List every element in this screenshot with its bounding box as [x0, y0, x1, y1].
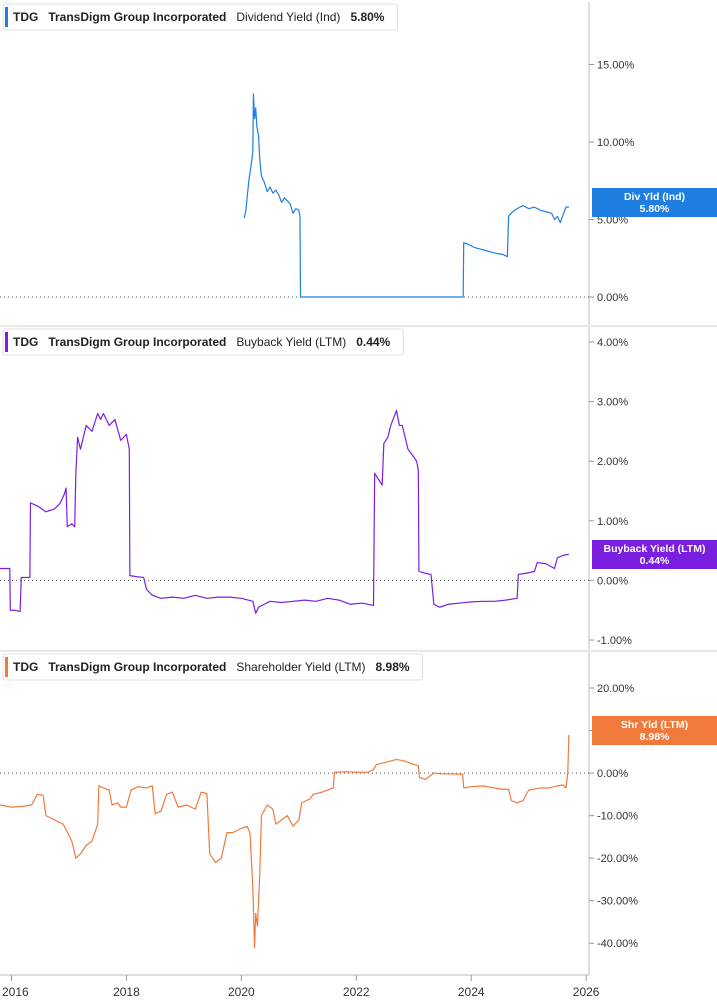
- legend-company: TransDigm Group Incorporated: [48, 660, 226, 674]
- y-tick-label: 0.00%: [597, 575, 628, 587]
- legend-value: 0.44%: [356, 335, 390, 349]
- shareholder-yield-legend: TDG TransDigm Group Incorporated Sharehold…: [2, 653, 424, 681]
- value-tag-label: Shr Yld (LTM): [621, 719, 688, 731]
- buyback-yield-legend: TDG TransDigm Group Incorporated Buyback Y…: [2, 328, 404, 356]
- legend-ticker: TDG: [13, 660, 38, 674]
- y-tick-label: -30.00%: [597, 896, 638, 908]
- value-tag-label: Buyback Yield (LTM): [604, 543, 706, 555]
- y-tick-label: -40.00%: [597, 938, 638, 950]
- buyback-yield-value-tag: Buyback Yield (LTM)0.44%: [592, 540, 717, 569]
- legend-value: 5.80%: [350, 10, 384, 24]
- legend-ticker: TDG: [13, 335, 38, 349]
- y-tick-label: 5.00%: [597, 215, 628, 227]
- legend-color-bar: [5, 7, 8, 27]
- dividend-yield-series-line: [243, 93, 569, 298]
- y-tick-label: -1.00%: [597, 635, 632, 647]
- legend-ticker: TDG: [13, 10, 38, 24]
- legend-metric: Dividend Yield (Ind): [236, 10, 340, 24]
- y-tick-label: -20.00%: [597, 853, 638, 865]
- y-tick-label: 10.00%: [597, 137, 635, 149]
- buyback-yield-series-line: [0, 409, 570, 614]
- legend-value: 8.98%: [376, 660, 410, 674]
- y-tick-label: 1.00%: [597, 516, 628, 528]
- value-tag-value: 5.80%: [640, 203, 670, 215]
- x-axis: 2016 2018 2020 2022 2024 2026: [0, 974, 600, 999]
- x-tick-label: 2026: [573, 985, 600, 999]
- legend-metric: Buyback Yield (LTM): [236, 335, 346, 349]
- y-tick-label: 15.00%: [597, 60, 635, 72]
- dividend-yield-value-tag: Div Yld (Ind)5.80%: [592, 188, 717, 217]
- x-tick-label: 2022: [343, 985, 370, 999]
- x-tick-label: 2024: [458, 985, 485, 999]
- x-tick-label: 2018: [113, 985, 140, 999]
- x-tick-label: 2020: [228, 985, 255, 999]
- y-tick-label: 2.00%: [597, 456, 628, 468]
- shareholder-yield-panel: -40.00%-30.00%-20.00%-10.00%0.00%10.00%2…: [0, 650, 717, 975]
- y-tick-label: 0.00%: [597, 768, 628, 780]
- legend-metric: Shareholder Yield (LTM): [236, 660, 365, 674]
- value-tag-value: 0.44%: [640, 555, 670, 567]
- buyback-yield-panel: -1.00% 0.00% 1.00% 2.00% 3.00% 4.00% TDG TransD…: [0, 325, 717, 650]
- y-tick-label: 4.00%: [597, 337, 628, 349]
- y-tick-label: 3.00%: [597, 397, 628, 409]
- value-tag-label: Div Yld (Ind): [624, 191, 685, 203]
- y-tick-label: 20.00%: [597, 683, 635, 695]
- shareholder-yield-series-line: [0, 734, 570, 949]
- y-tick-label: 0.00%: [597, 292, 628, 304]
- dividend-yield-panel: 0.00% 5.00% 10.00% 15.00% TDG TransDigm Group…: [0, 2, 717, 325]
- legend-color-bar: [5, 657, 8, 677]
- dividend-yield-legend: TDG TransDigm Group Incorporated Dividend …: [2, 3, 398, 31]
- legend-company: TransDigm Group Incorporated: [48, 335, 226, 349]
- shareholder-yield-value-tag: Shr Yld (LTM)8.98%: [592, 716, 717, 745]
- legend-color-bar: [5, 332, 8, 352]
- y-tick-label: -10.00%: [597, 811, 638, 823]
- legend-company: TransDigm Group Incorporated: [48, 10, 226, 24]
- value-tag-value: 8.98%: [640, 731, 670, 743]
- x-tick-label: 2016: [2, 985, 29, 999]
